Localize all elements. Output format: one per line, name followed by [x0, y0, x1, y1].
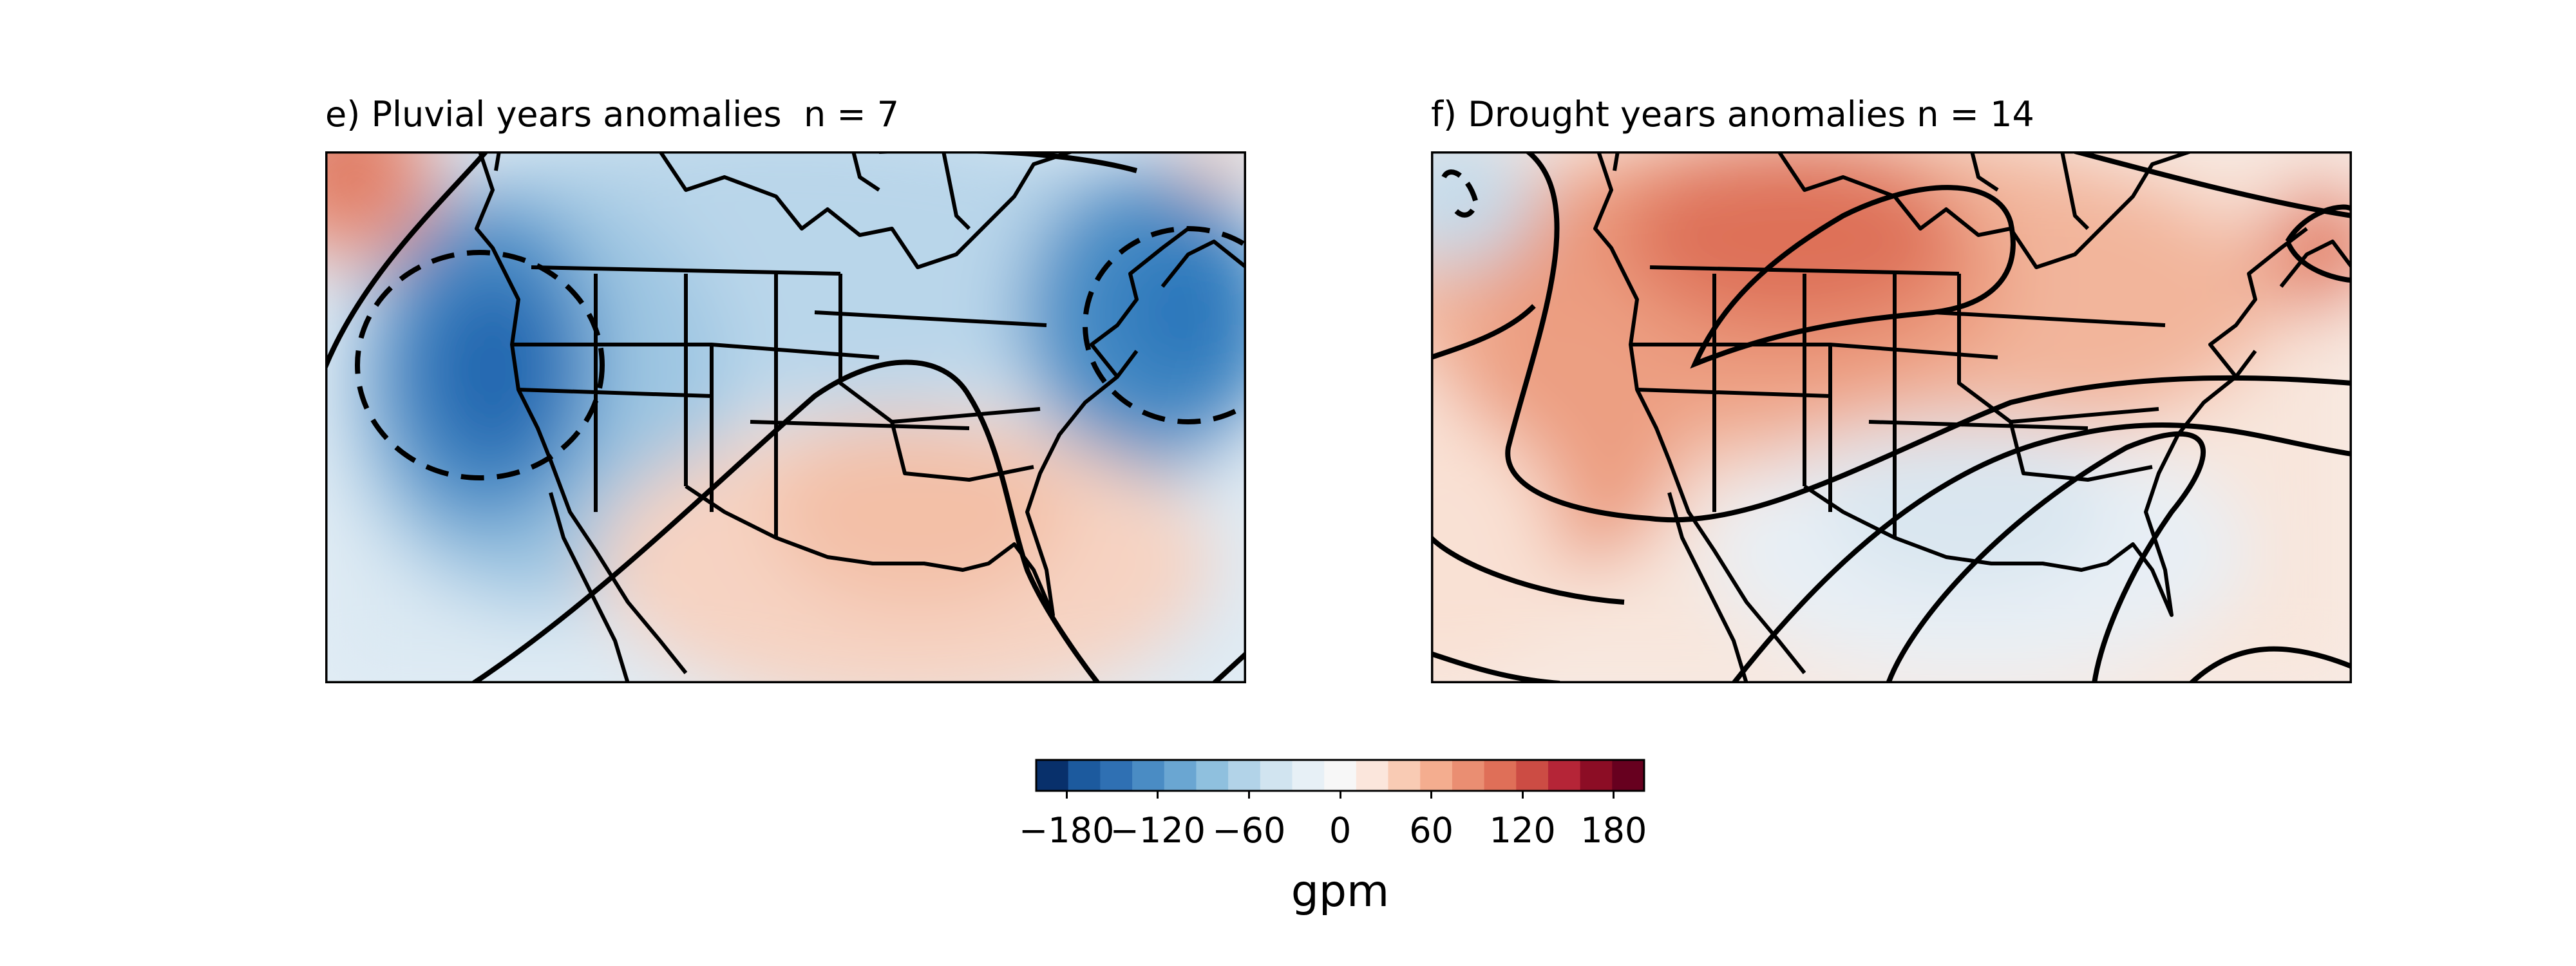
colorbar-swatch	[1100, 760, 1133, 791]
colorbar-tick-label: −180	[1019, 810, 1115, 851]
colorbar-swatch	[1164, 760, 1197, 791]
colorbar-swatch	[1068, 760, 1101, 791]
colorbar-tick-mark	[1247, 791, 1250, 799]
colorbar-swatch	[1036, 760, 1069, 791]
colorbar-swatch	[1420, 760, 1453, 791]
colorbar-swatch	[1292, 760, 1325, 791]
colorbar	[1035, 759, 1645, 795]
colorbar-swatch	[1612, 760, 1645, 791]
colorbar-swatch	[1388, 760, 1421, 791]
colorbar-swatch	[1580, 760, 1613, 791]
colorbar-tick-mark	[1339, 791, 1341, 799]
colorbar-swatch	[1548, 760, 1581, 791]
colorbar-swatch	[1452, 760, 1485, 791]
colorbar-swatch	[1196, 760, 1229, 791]
colorbar-swatch	[1516, 760, 1549, 791]
colorbar-swatch	[1484, 760, 1517, 791]
colorbar-tick-mark	[1430, 791, 1433, 799]
colorbar-swatch	[1324, 760, 1357, 791]
colorbar-tick-label: 120	[1489, 810, 1556, 851]
colorbar-swatch	[1260, 760, 1293, 791]
colorbar-tick-label: 0	[1329, 810, 1352, 851]
colorbar-tick-mark	[1157, 791, 1159, 799]
map-pluvial-anomalies	[325, 151, 1246, 683]
colorbar-swatch	[1132, 760, 1165, 791]
colorbar-tick-mark	[1065, 791, 1068, 799]
map-drought-anomalies	[1431, 151, 2352, 683]
colorbar-tick-label: 60	[1409, 810, 1454, 851]
colorbar-swatch	[1228, 760, 1261, 791]
colorbar-tick-label: −60	[1212, 810, 1286, 851]
colorbar-tick-mark	[1521, 791, 1524, 799]
colorbar-tick-mark	[1613, 791, 1615, 799]
colorbar-tick-label: −120	[1110, 810, 1206, 851]
colorbar-label: gpm	[1291, 866, 1390, 917]
panel-e-title: e) Pluvial years anomalies n = 7	[325, 94, 900, 135]
colorbar-swatch	[1356, 760, 1389, 791]
colorbar-tick-label: 180	[1580, 810, 1647, 851]
panel-f-title: f) Drought years anomalies n = 14	[1431, 94, 2034, 135]
